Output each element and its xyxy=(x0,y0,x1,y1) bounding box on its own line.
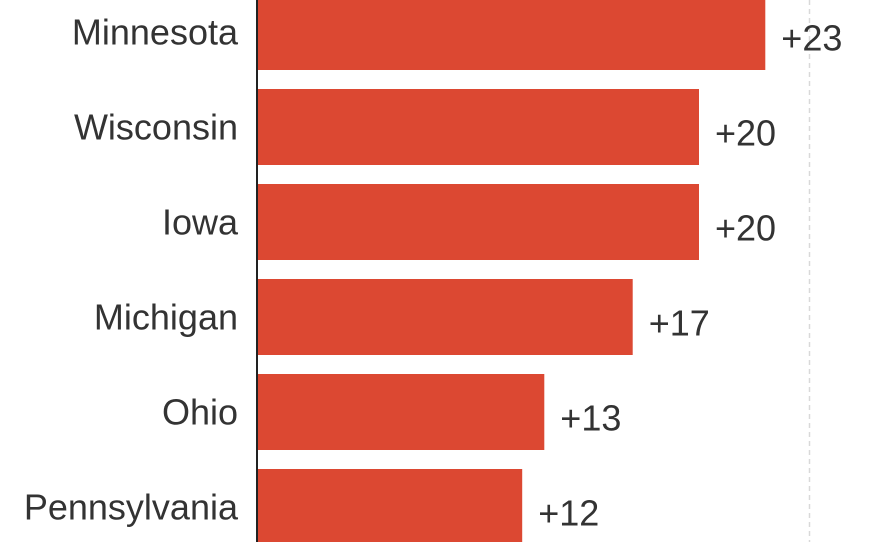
category-label: Pennsylvania xyxy=(24,487,239,528)
bar-wisconsin xyxy=(257,89,699,165)
category-label: Michigan xyxy=(94,297,238,338)
bar-minnesota xyxy=(257,0,766,70)
bar-pennsylvania xyxy=(257,469,523,542)
value-label: +12 xyxy=(538,493,599,534)
category-label: Minnesota xyxy=(72,12,239,53)
category-label: Ohio xyxy=(162,392,238,433)
bar-iowa xyxy=(257,184,699,260)
value-label: +23 xyxy=(781,18,842,59)
value-label: +20 xyxy=(715,113,776,154)
value-label: +17 xyxy=(649,303,710,344)
bar-ohio xyxy=(257,374,545,450)
bar-michigan xyxy=(257,279,633,355)
value-label: +20 xyxy=(715,208,776,249)
value-label: +13 xyxy=(560,398,621,439)
category-label: Iowa xyxy=(162,202,239,243)
category-label: Wisconsin xyxy=(74,107,238,148)
